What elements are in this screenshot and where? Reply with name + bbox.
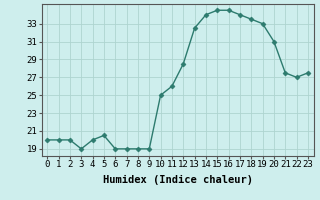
X-axis label: Humidex (Indice chaleur): Humidex (Indice chaleur) (103, 175, 252, 185)
